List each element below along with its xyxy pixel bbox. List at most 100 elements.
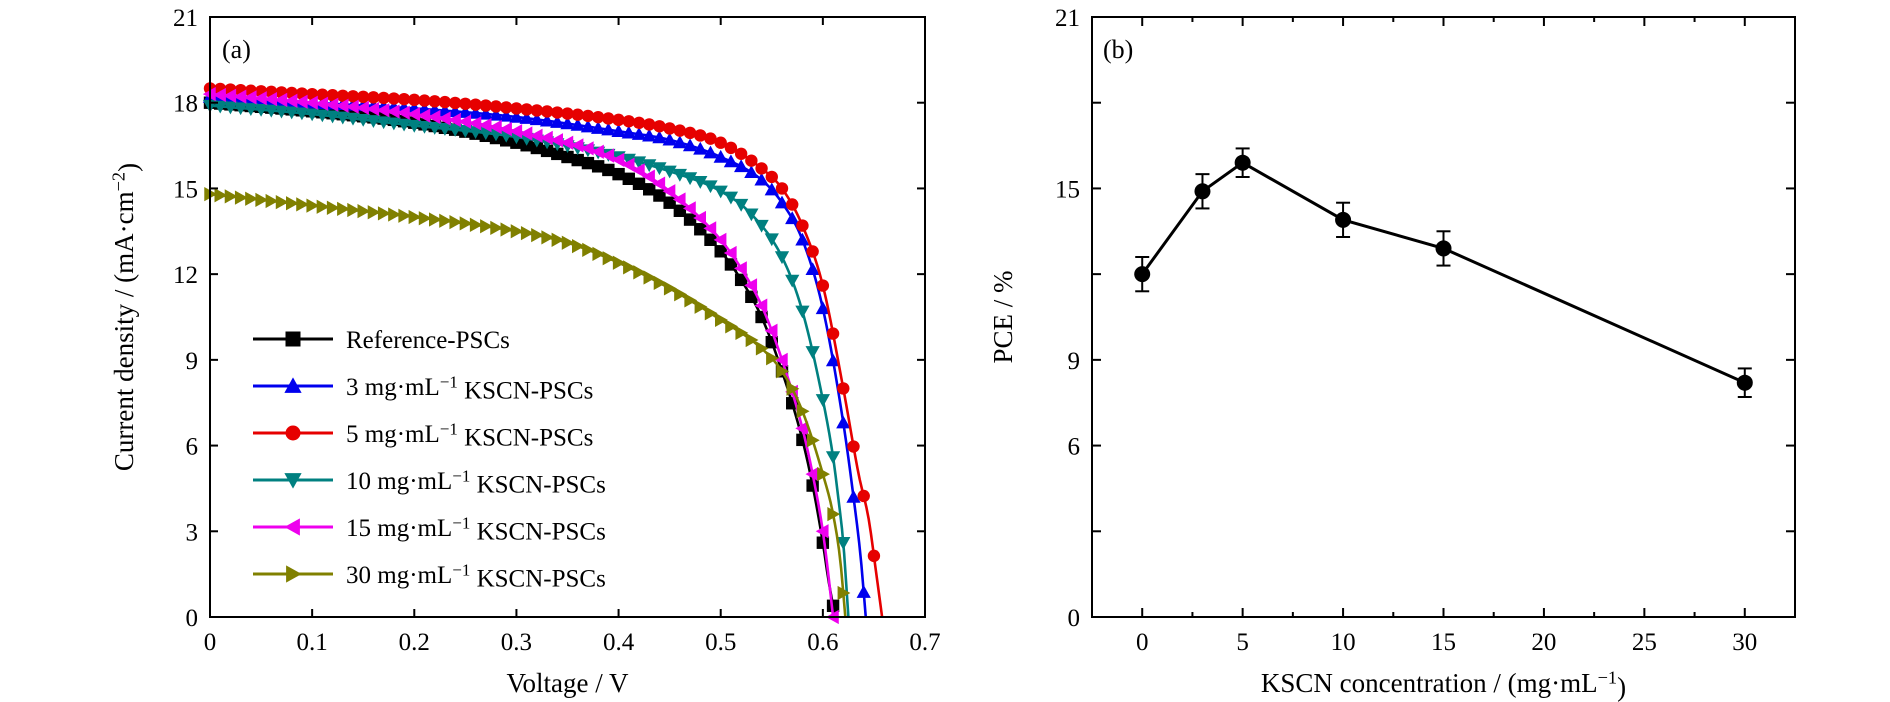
data-point	[531, 228, 544, 243]
data-point	[672, 135, 687, 149]
data-point	[653, 189, 666, 202]
x-tick-label: 0.2	[399, 629, 430, 656]
data-point	[529, 128, 543, 143]
data-point	[223, 88, 237, 103]
data-point	[815, 524, 829, 539]
data-point	[662, 184, 676, 199]
legend-swatch-marker	[284, 518, 300, 536]
data-point	[744, 278, 758, 293]
data-point	[366, 101, 380, 117]
data-point	[847, 440, 860, 453]
data-point	[734, 273, 748, 287]
data-point	[856, 585, 871, 598]
y-tick-label: 18	[173, 91, 198, 118]
data-point	[734, 198, 749, 212]
data-point	[448, 96, 462, 110]
y-tick-label: 0	[1068, 605, 1081, 632]
x-tick-label: 0.1	[297, 629, 328, 656]
data-point	[1194, 183, 1211, 200]
data-point	[509, 109, 524, 123]
data-point	[683, 213, 697, 226]
data-point	[806, 433, 820, 448]
data-point	[805, 346, 820, 359]
data-point	[592, 246, 606, 262]
x-tick-label: 30	[1732, 629, 1757, 656]
data-point	[469, 217, 483, 232]
data-point	[745, 332, 759, 348]
x-tick-label: 0.5	[705, 629, 736, 656]
data-point	[356, 113, 371, 127]
data-point	[672, 168, 687, 182]
data-point	[469, 98, 482, 111]
data-point	[652, 162, 667, 176]
data-point	[305, 95, 318, 110]
data-point	[623, 260, 636, 275]
data-point	[723, 191, 739, 205]
data-point	[643, 270, 657, 285]
data-point	[561, 150, 574, 164]
data-point	[458, 125, 473, 138]
data-point	[551, 232, 565, 247]
data-point	[632, 116, 646, 130]
x-tick-label: 15	[1431, 629, 1456, 656]
data-point	[786, 381, 800, 396]
data-point	[653, 120, 666, 133]
data-point	[745, 154, 758, 167]
data-point	[703, 221, 717, 236]
data-point	[520, 226, 534, 241]
data-point	[539, 130, 553, 146]
data-point	[682, 172, 698, 186]
data-point	[703, 180, 718, 194]
y-tick-label: 9	[186, 348, 199, 375]
data-point	[703, 145, 718, 159]
data-point	[530, 141, 544, 155]
data-point	[274, 92, 288, 108]
data-point	[795, 421, 809, 436]
data-point	[663, 196, 676, 209]
y-tick-label: 6	[186, 434, 199, 461]
data-point	[672, 192, 686, 207]
data-point	[294, 107, 310, 121]
data-point	[714, 245, 727, 258]
x-tick-label: 0.6	[807, 629, 838, 656]
data-point	[500, 101, 513, 114]
plot-frame-b	[1091, 16, 1796, 618]
data-point	[795, 232, 810, 246]
data-point	[815, 301, 830, 315]
data-point	[581, 109, 595, 123]
data-point	[581, 156, 595, 170]
series-line	[1140, 160, 1746, 385]
data-point	[223, 101, 238, 115]
data-point	[1736, 374, 1753, 391]
data-point	[662, 132, 677, 146]
legend-label: 5 mg·mL−1 KSCN-PSCs	[346, 419, 593, 451]
data-point	[713, 149, 728, 163]
data-point	[734, 261, 747, 276]
data-point	[560, 116, 575, 130]
chart-panel-b: 0 5 10 15 20 25 30 0 6 9 15 21 (b) KSCN concentration…	[988, 5, 1796, 702]
data-point	[867, 549, 881, 563]
data-point	[591, 121, 606, 134]
data-point	[825, 451, 841, 465]
data-point	[386, 104, 400, 119]
x-tick-label: 0.4	[603, 629, 635, 656]
data-point	[682, 201, 696, 216]
data-point	[621, 125, 636, 139]
data-point	[571, 153, 584, 167]
data-point	[704, 233, 717, 246]
data-point	[224, 189, 238, 204]
data-point	[541, 230, 555, 245]
data-point	[264, 104, 279, 118]
data-point	[725, 319, 739, 334]
legend-item: 10 mg·mL−1 KSCN-PSCs	[253, 466, 606, 499]
data-point	[570, 138, 584, 153]
data-point	[805, 262, 820, 276]
panel-label-b: (b)	[1103, 35, 1133, 64]
data-point	[591, 160, 605, 173]
data-point	[611, 152, 625, 167]
data-point	[357, 90, 370, 104]
data-point	[408, 209, 422, 225]
data-point	[1234, 154, 1251, 171]
legend-label: 10 mg·mL−1 KSCN-PSCs	[346, 466, 606, 498]
data-point	[826, 327, 840, 340]
